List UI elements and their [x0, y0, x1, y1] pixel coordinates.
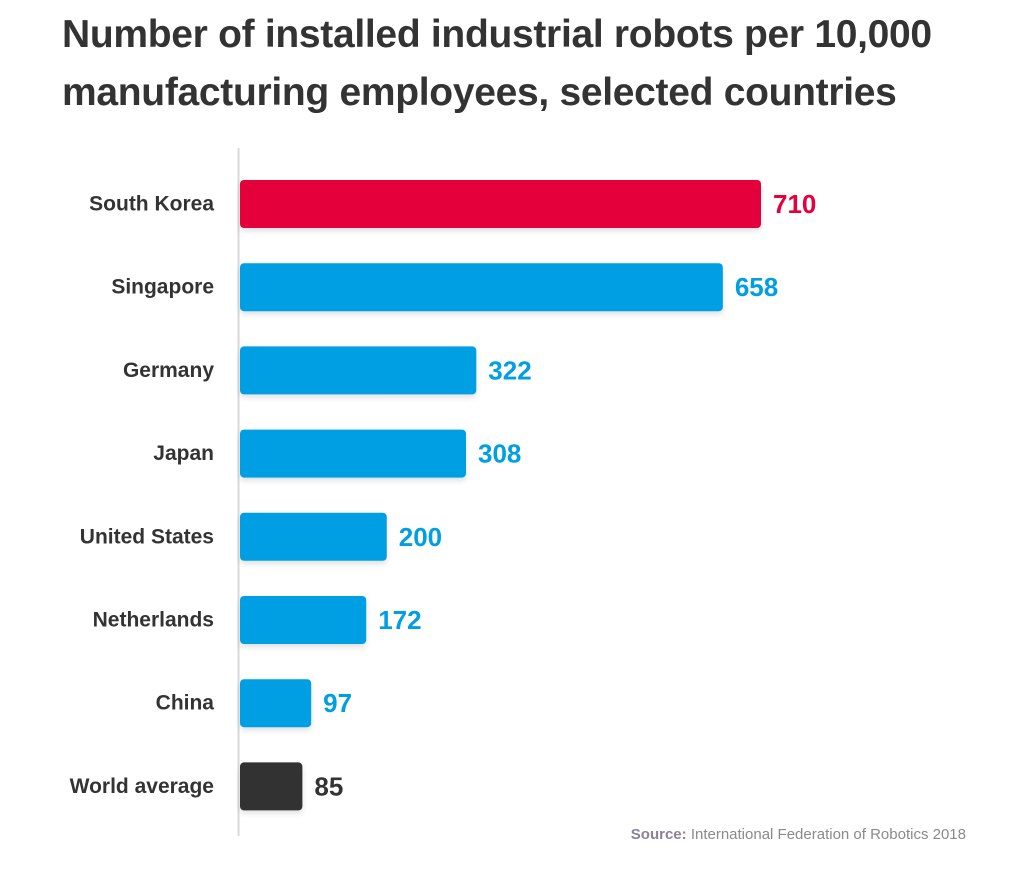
value-label-singapore: 658 [735, 272, 778, 302]
value-label-germany: 322 [488, 355, 531, 385]
bar-germany [240, 346, 477, 395]
value-label-south-korea: 710 [773, 189, 816, 219]
category-label-south-korea: South Korea [89, 193, 214, 216]
bar-world-average [240, 762, 303, 811]
value-label-united-states: 200 [399, 522, 442, 552]
source-label: Source: [630, 826, 687, 843]
bar-south-korea [240, 180, 761, 228]
category-label-singapore: Singapore [111, 276, 214, 299]
value-label-world-average: 85 [314, 771, 343, 801]
category-label-world-average: World average [70, 775, 214, 798]
category-label-netherlands: Netherlands [93, 609, 214, 632]
bar-china [240, 679, 312, 728]
bar-singapore [240, 263, 723, 312]
source-text: International Federation of Robotics 201… [690, 826, 966, 843]
bar-united-states [240, 512, 387, 561]
category-label-china: China [156, 692, 215, 715]
category-label-japan: Japan [153, 442, 214, 465]
bar-netherlands [240, 596, 367, 644]
source-note: Source: International Federation of Robo… [631, 826, 966, 843]
bars-group: South Korea 710 Singapore 658 Germany 322 Japa… [70, 180, 816, 811]
category-label-united-states: United States [80, 525, 214, 548]
value-label-netherlands: 172 [378, 605, 421, 635]
value-label-china: 97 [323, 688, 352, 718]
bar-japan [240, 429, 467, 478]
value-label-japan: 308 [478, 439, 521, 469]
chart-title: Number of installed industrial robots pe… [62, 13, 932, 114]
category-label-germany: Germany [123, 359, 214, 382]
